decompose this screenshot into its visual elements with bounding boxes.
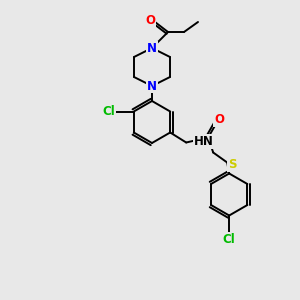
Text: N: N [147,41,157,55]
Text: Cl: Cl [223,233,236,246]
Text: O: O [145,14,155,26]
Text: HN: HN [194,135,214,148]
Text: Cl: Cl [102,105,115,118]
Text: O: O [214,113,224,126]
Text: S: S [228,158,236,171]
Text: N: N [147,80,157,92]
